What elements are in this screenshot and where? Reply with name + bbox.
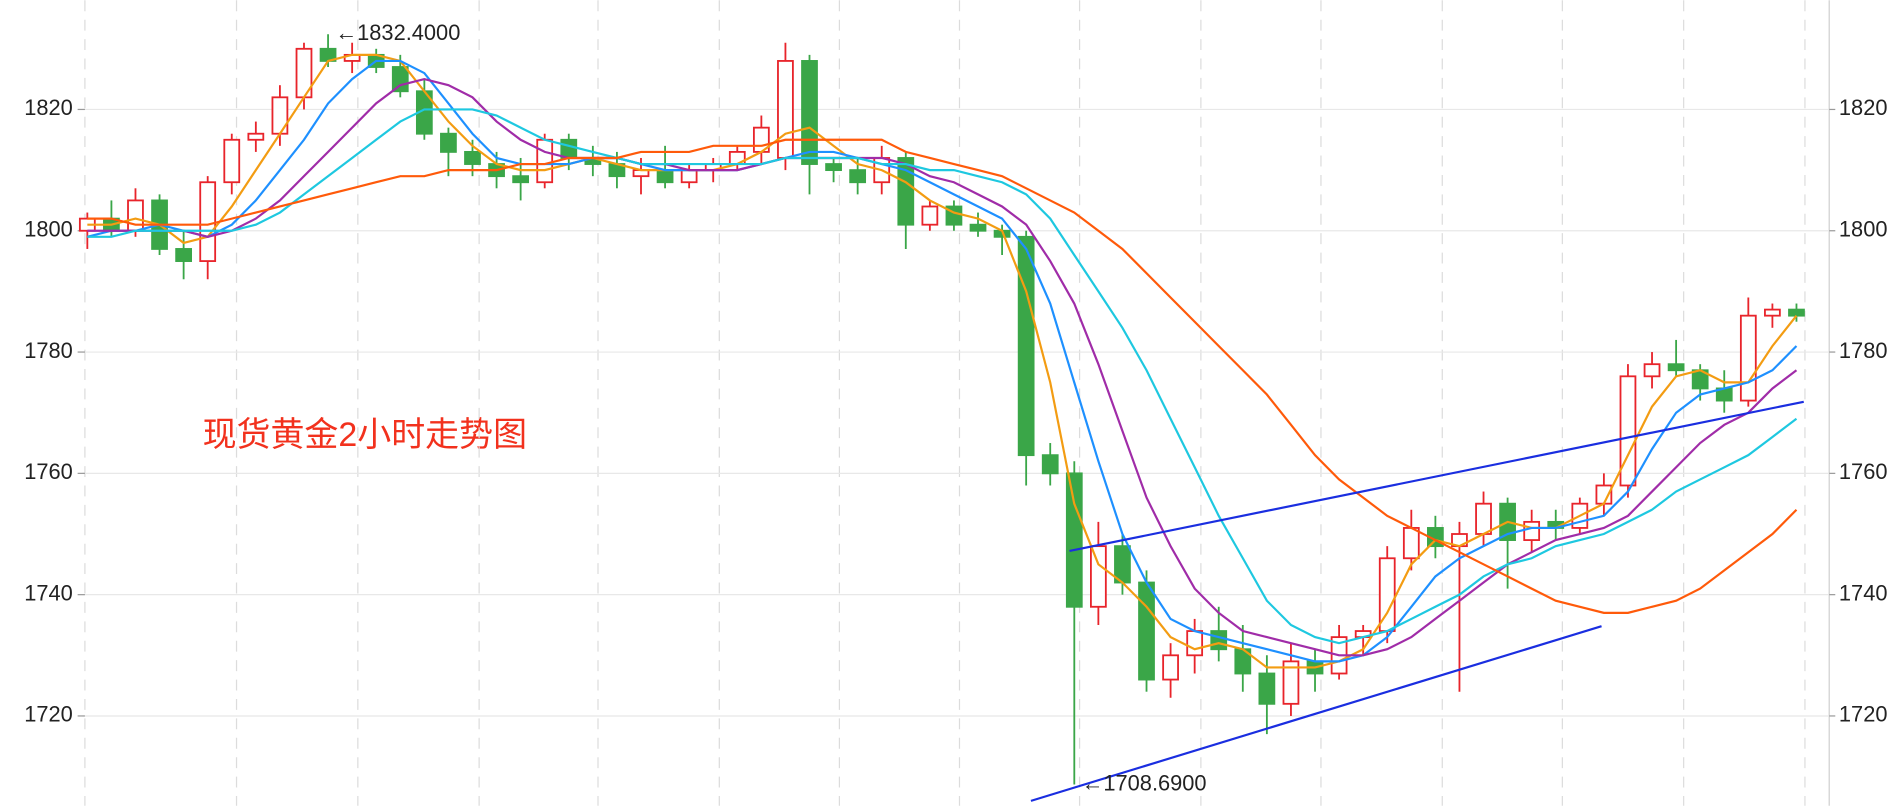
y-tick-label-right: 1760 [1839,459,1888,484]
y-tick-label: 1820 [24,95,73,120]
price-annotation: ←1832.4000 [335,20,460,45]
candle-body [1739,314,1757,402]
candle-body [1041,454,1059,475]
candle-body [1065,472,1083,608]
moving-average-line [87,53,1798,669]
candle-body [391,66,409,93]
candle-body [1643,363,1661,378]
candle-body [825,163,842,172]
candle-body [1114,545,1131,584]
candle-body [175,248,192,262]
moving-average-line [87,138,1798,614]
candle-body [223,138,241,184]
chart-caption: 现货黄金2小时走势图 [203,416,527,454]
y-tick-label: 1740 [24,580,73,605]
candle-body [1017,235,1035,457]
candle-body [1186,630,1204,657]
candle-body [801,60,818,165]
candle-body [1138,581,1155,681]
candle-body [897,157,915,226]
y-tick-label: 1800 [24,217,73,242]
candle-body [440,132,457,153]
candle-body [1402,527,1420,560]
y-tick-label-right: 1720 [1839,702,1888,727]
y-tick-label-right: 1780 [1839,338,1888,363]
y-tick-label-right: 1740 [1839,580,1888,605]
candle-body [536,138,554,184]
y-tick-label: 1720 [24,702,73,727]
candle-body [680,169,698,184]
candle-body [199,181,217,262]
candle-body [1764,308,1781,317]
price-annotation: ←1708.6900 [1082,770,1207,795]
trend-line [1069,400,1804,553]
candle-body [1162,654,1179,681]
candle-body [969,223,987,232]
candle-body [560,138,578,159]
y-tick-label-right: 1800 [1839,217,1888,242]
candle-body [1258,672,1276,705]
y-tick-label: 1780 [24,338,73,363]
trend-line [1030,625,1602,802]
candle-body [464,150,481,165]
candle-body [1667,363,1685,372]
candle-body [921,205,939,226]
candle-body [1619,375,1637,487]
candle-body [849,169,867,184]
candle-body [247,132,265,141]
candle-body [777,60,794,159]
candle-body [1523,520,1541,541]
moving-average-line [87,59,1798,663]
candle-body [127,199,144,232]
candle-body [271,96,289,135]
moving-average-line [87,108,1798,645]
candle-body [512,175,530,184]
candle-body [1475,502,1492,535]
candle-body [1210,630,1228,651]
candle-body [1282,660,1300,705]
candle-body [1090,545,1107,608]
y-tick-label: 1760 [24,459,73,484]
candle-body [1788,308,1805,317]
y-tick-label-right: 1820 [1839,95,1888,120]
candle-body [656,169,674,184]
